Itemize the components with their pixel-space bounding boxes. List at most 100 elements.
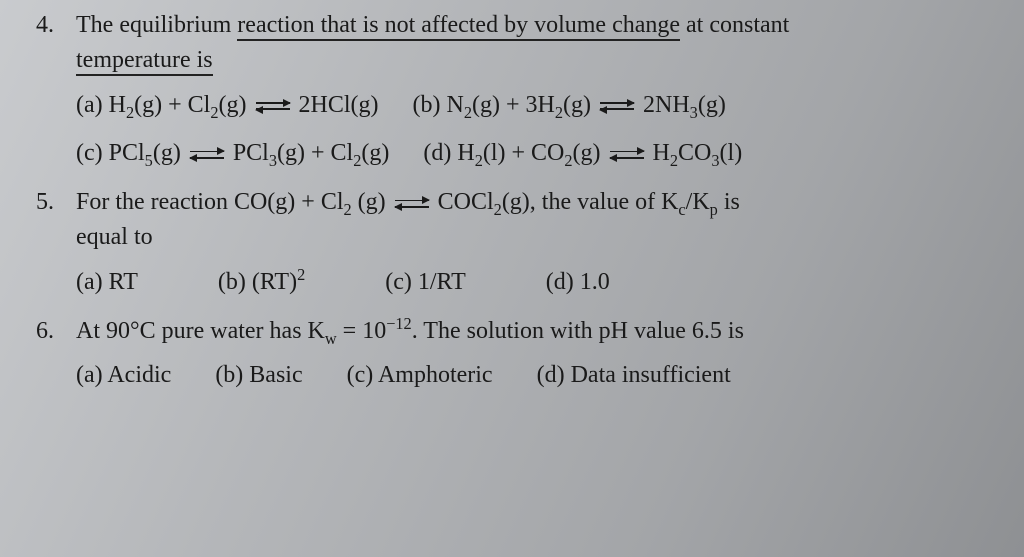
q4-mid: at constant (680, 12, 789, 38)
q6-post: . The solution with pH value 6.5 is (412, 318, 744, 344)
q4-pre: The equilibrium (76, 12, 237, 38)
t: (g) (698, 92, 726, 118)
q5-cont: equal to (76, 224, 153, 250)
exam-page: 4. The equilibrium reaction that is not … (0, 0, 1024, 557)
equilibrium-arrow-icon (610, 148, 644, 162)
opt-label: (a) (76, 362, 103, 388)
opt-label: (c) (347, 362, 374, 388)
q6-option-c: (c) Amphoteric (347, 358, 493, 393)
opt-label: (c) (76, 140, 103, 166)
s: 3 (711, 151, 719, 170)
s: w (325, 328, 337, 347)
question-4: 4. The equilibrium reaction that is not … (36, 8, 1004, 171)
t: H (109, 92, 126, 118)
q5-options: (a) RT (b) (RT)2 (c) 1/RT (d) 1.0 (76, 265, 1004, 300)
equilibrium-arrow-icon (395, 197, 429, 211)
opt-label: (c) (385, 269, 412, 295)
t: COCl (438, 189, 494, 215)
q6-number: 6. (36, 314, 64, 349)
equilibrium-arrow-icon (190, 148, 224, 162)
t: H (653, 140, 670, 166)
s: 2 (210, 102, 218, 121)
q6-option-a: (a) Acidic (76, 358, 171, 393)
t: H (538, 92, 555, 118)
s: 3 (690, 102, 698, 121)
q4-number: 4. (36, 8, 64, 43)
q5-option-a: (a) RT (76, 265, 138, 300)
t: (g) (352, 189, 386, 215)
opt-label: (b) (413, 92, 441, 118)
question-6: 6. At 90°C pure water has Kw = 10−12. Th… (36, 314, 1004, 394)
opt-label: (d) (423, 140, 451, 166)
q5-option-d: (d) 1.0 (546, 265, 610, 300)
t: PCl (233, 140, 269, 166)
t: CO (678, 140, 711, 166)
t: is (718, 189, 740, 215)
t: + (162, 92, 188, 118)
t: (g) (361, 140, 389, 166)
q5-option-b: (b) (RT)2 (218, 265, 305, 300)
opt-label: (b) (218, 269, 246, 295)
q5-pre: For the reaction (76, 189, 234, 215)
t: (l) (720, 140, 743, 166)
q6-option-d: (d) Data insufficient (537, 358, 731, 393)
t: (g) (134, 92, 162, 118)
t: (g) (502, 189, 530, 215)
q6-option-b: (b) Basic (215, 358, 302, 393)
s: 2 (555, 102, 563, 121)
q4-underline-2: temperature is (76, 47, 213, 76)
t: (g) (472, 92, 500, 118)
t: Basic (249, 362, 302, 388)
t: 1.0 (580, 269, 610, 295)
t: (g) (573, 140, 601, 166)
q4-option-b: (b) N2(g) + 3H2(g) 2NH3(g) (413, 88, 726, 123)
s: 2 (494, 200, 502, 219)
t: /K (686, 189, 710, 215)
t: CO (531, 140, 564, 166)
t: 1/RT (418, 269, 466, 295)
s: 5 (145, 151, 153, 170)
t: CO(g) + Cl (234, 189, 344, 215)
s: 2 (670, 151, 678, 170)
t: (RT) (252, 269, 297, 295)
q4-underline-1: reaction that is not affected by volume … (237, 12, 680, 41)
t: Acidic (107, 362, 171, 388)
question-5: 5. For the reaction CO(g) + Cl2 (g) COCl… (36, 185, 1004, 299)
equilibrium-arrow-icon (256, 99, 290, 113)
q5-number: 5. (36, 185, 64, 220)
s: 2 (464, 102, 472, 121)
q5-option-c: (c) 1/RT (385, 265, 466, 300)
opt-label: (a) (76, 92, 103, 118)
opt-label: (b) (215, 362, 243, 388)
t: Data insufficient (571, 362, 731, 388)
t: (g) (153, 140, 181, 166)
opt-label: (d) (546, 269, 574, 295)
s: 2 (564, 151, 572, 170)
q4-option-d: (d) H2(l) + CO2(g) H2CO3(l) (423, 136, 742, 171)
opt-label: (a) (76, 269, 103, 295)
s: 2 (297, 265, 305, 284)
q4-option-c: (c) PCl5(g) PCl3(g) + Cl2(g) (76, 136, 389, 171)
t: N (446, 92, 463, 118)
t: (g) (219, 92, 247, 118)
q4-options: (a) H2(g) + Cl2(g) 2HCl(g) (b) N2(g) + 3… (76, 88, 1004, 172)
t: + (305, 140, 331, 166)
s: 2 (126, 102, 134, 121)
s: c (678, 200, 685, 219)
t: + (506, 140, 532, 166)
opt-label: (d) (537, 362, 565, 388)
s: 2 (344, 200, 352, 219)
equilibrium-arrow-icon (600, 99, 634, 113)
t: = 10 (337, 318, 387, 344)
t: (l) (483, 140, 506, 166)
t: Cl (188, 92, 211, 118)
t: Amphoteric (378, 362, 493, 388)
t: (g) (277, 140, 305, 166)
t: + 3 (500, 92, 538, 118)
q6-options: (a) Acidic (b) Basic (c) Amphoteric (d) … (76, 358, 1004, 393)
t: RT (109, 269, 138, 295)
q4-option-a: (a) H2(g) + Cl2(g) 2HCl(g) (76, 88, 379, 123)
t: , the value of K (530, 189, 679, 215)
s: 2 (475, 151, 483, 170)
s: 3 (269, 151, 277, 170)
